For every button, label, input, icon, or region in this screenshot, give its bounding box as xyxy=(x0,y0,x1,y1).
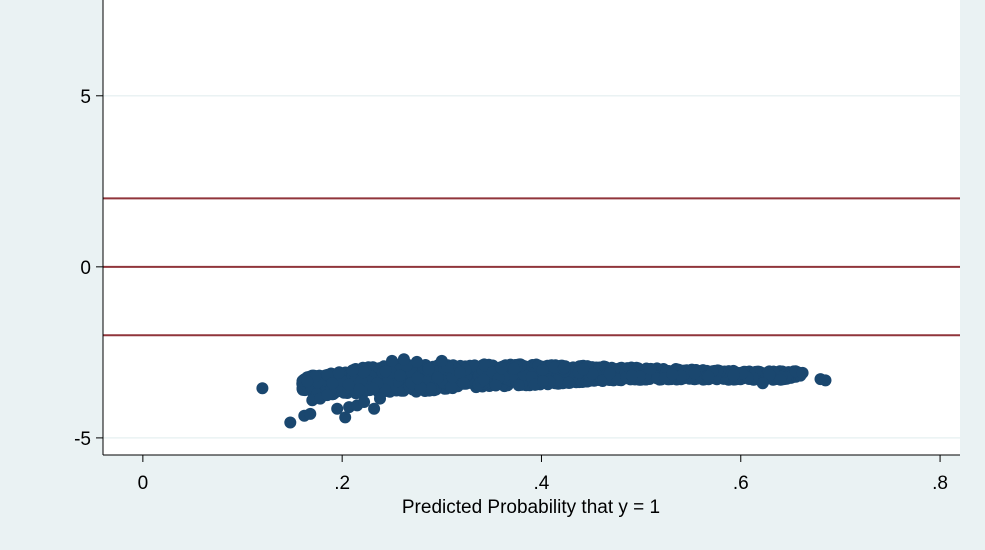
data-point xyxy=(457,377,470,390)
x-axis-label: Predicted Probability that y = 1 xyxy=(402,497,660,518)
data-point xyxy=(625,369,638,382)
data-point xyxy=(558,361,571,374)
data-point xyxy=(424,382,437,395)
data-point xyxy=(339,411,352,424)
data-point xyxy=(562,376,575,389)
data-point xyxy=(512,379,525,392)
data-point xyxy=(397,353,410,366)
data-point xyxy=(537,375,549,388)
data-point xyxy=(727,369,740,382)
data-point xyxy=(342,378,355,391)
y-axis-ticks: -5 0 5 xyxy=(74,87,103,450)
data-point xyxy=(489,379,502,392)
data-point xyxy=(358,396,371,408)
y-tick-label: -5 xyxy=(74,429,91,450)
data-point xyxy=(431,371,444,384)
data-point xyxy=(379,365,392,378)
data-point xyxy=(414,381,427,394)
data-point xyxy=(495,362,508,375)
data-point xyxy=(353,383,366,396)
x-tick-label: 0 xyxy=(138,473,149,494)
data-point xyxy=(603,367,616,380)
x-axis-ticks: 0 .2 .4 .6 .8 xyxy=(138,455,948,494)
data-point xyxy=(422,362,435,375)
data-points xyxy=(256,353,832,429)
data-point xyxy=(386,354,398,367)
data-point xyxy=(410,355,423,368)
data-point xyxy=(346,364,359,377)
x-tick-label: .4 xyxy=(534,473,550,494)
data-point xyxy=(368,402,381,415)
data-point xyxy=(577,363,590,376)
y-tick-label: 5 xyxy=(80,87,91,108)
data-point xyxy=(796,366,809,379)
data-point xyxy=(819,374,832,387)
data-point xyxy=(379,383,392,396)
data-point xyxy=(536,364,549,376)
data-point xyxy=(774,373,787,386)
data-point xyxy=(688,367,701,380)
data-point xyxy=(304,407,317,420)
data-point xyxy=(586,367,599,380)
data-point xyxy=(326,377,339,390)
data-point xyxy=(644,362,657,375)
data-point xyxy=(756,377,769,390)
data-point xyxy=(394,369,407,382)
data-point xyxy=(508,362,520,375)
data-point xyxy=(367,382,380,395)
y-tick-label: 0 xyxy=(80,258,91,279)
data-point xyxy=(702,370,715,383)
data-point xyxy=(666,368,679,381)
data-point xyxy=(435,354,448,367)
data-point xyxy=(284,416,297,429)
data-point xyxy=(331,402,344,415)
data-point xyxy=(374,392,386,405)
data-point xyxy=(301,375,314,388)
x-tick-label: .6 xyxy=(733,473,749,494)
data-point xyxy=(357,366,370,379)
data-point xyxy=(256,382,269,395)
x-tick-label: .2 xyxy=(334,473,350,494)
x-tick-label: .8 xyxy=(932,473,948,494)
data-point xyxy=(411,372,424,385)
data-point xyxy=(321,389,334,402)
data-point xyxy=(477,373,490,386)
data-point xyxy=(763,369,776,381)
reference-lines xyxy=(103,197,960,337)
data-point xyxy=(454,366,466,379)
data-point xyxy=(445,380,458,393)
data-point xyxy=(332,367,345,379)
